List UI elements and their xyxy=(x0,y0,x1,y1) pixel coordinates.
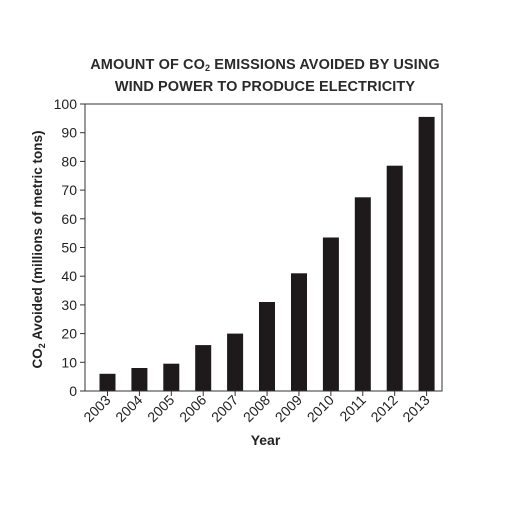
x-tick-label-2013: 2013 xyxy=(399,392,432,425)
bar-2007 xyxy=(227,333,244,391)
y-axis-label: CO2 Avoided (millions of metric tons) xyxy=(30,130,47,368)
y-tick-label: 30 xyxy=(61,297,77,313)
x-tick-label-2007: 2007 xyxy=(208,392,241,425)
chart-title-line-2: WIND POWER TO PRODUCE ELECTRICITY xyxy=(114,79,416,95)
bar-2012 xyxy=(386,165,403,391)
x-axis-label: Year xyxy=(251,432,281,448)
y-tick-label: 0 xyxy=(69,383,77,399)
bar-2013 xyxy=(418,116,435,392)
x-tick-label-2004: 2004 xyxy=(112,392,145,425)
x-tick-label-2012: 2012 xyxy=(367,392,400,425)
x-tick-label-2005: 2005 xyxy=(144,392,177,425)
y-tick-label: 80 xyxy=(61,153,77,169)
y-tick-label: 50 xyxy=(61,240,77,256)
y-tick-label: 20 xyxy=(61,326,77,342)
chart-title-line-1: AMOUNT OF CO2 EMISSIONS AVOIDED BY USING xyxy=(90,57,440,73)
bar-2009 xyxy=(291,273,307,391)
y-tick-label: 10 xyxy=(61,354,77,370)
y-tick-label: 90 xyxy=(61,125,77,141)
y-tick-label: 40 xyxy=(61,268,77,284)
x-tick-label-2010: 2010 xyxy=(304,392,337,425)
y-axis-ticks: 0 10 20 30 40 50 60 70 80 90 100 xyxy=(54,96,85,399)
bar-2008 xyxy=(259,302,275,391)
bar-2004 xyxy=(131,368,148,391)
bar-2005 xyxy=(163,363,180,391)
chart-title: AMOUNT OF CO2 EMISSIONS AVOIDED BY USING… xyxy=(40,56,490,97)
x-tick-label-2009: 2009 xyxy=(272,392,305,425)
bar-2006 xyxy=(195,345,212,391)
x-tick-label-2006: 2006 xyxy=(176,392,209,425)
y-tick-label: 70 xyxy=(61,182,77,198)
bar-2003 xyxy=(99,373,116,391)
x-tick-label-2008: 2008 xyxy=(240,392,273,425)
x-tick-label-2003: 2003 xyxy=(80,392,113,425)
y-tick-label: 60 xyxy=(61,211,77,227)
bar-2011 xyxy=(354,197,371,391)
y-tick-label: 100 xyxy=(54,96,78,112)
bars-group xyxy=(99,116,435,392)
x-tick-label-2011: 2011 xyxy=(336,392,369,425)
bar-2010 xyxy=(322,237,339,391)
